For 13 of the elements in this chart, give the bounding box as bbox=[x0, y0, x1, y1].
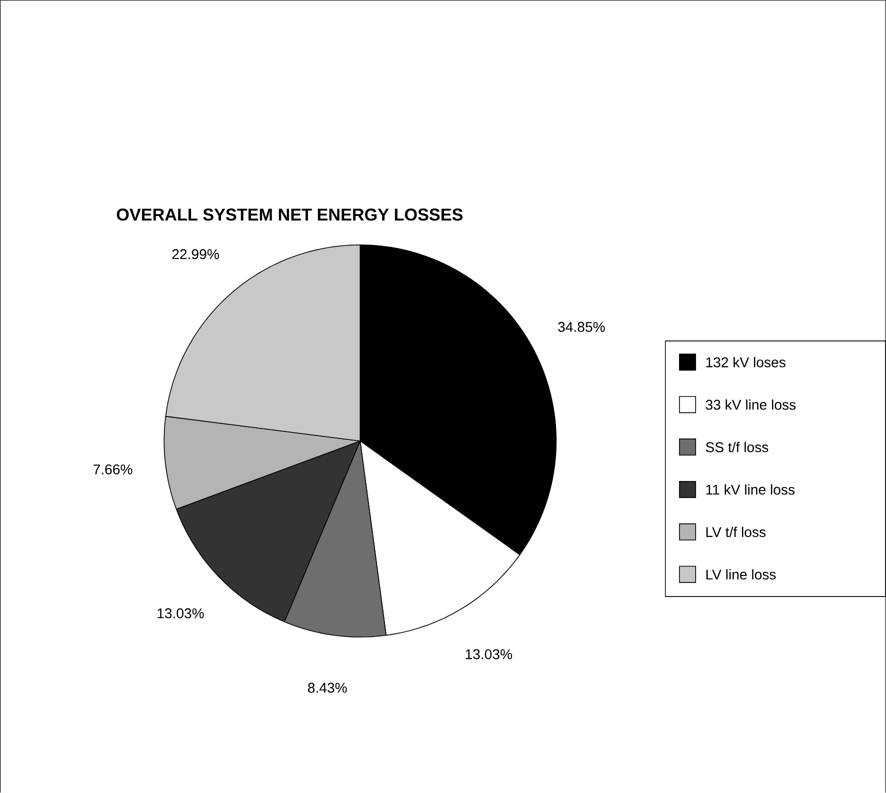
legend-label: 11 kV line loss bbox=[706, 484, 795, 495]
data-label: 13.03% bbox=[158, 608, 204, 618]
data-label: 34.85% bbox=[558, 322, 605, 332]
legend-label: SS t/f loss bbox=[706, 442, 768, 452]
legend-label: LV t/f loss bbox=[706, 526, 766, 538]
data-label: 7.66% bbox=[94, 464, 132, 474]
legend-label: 132 kV loses bbox=[706, 356, 786, 368]
legend-label: 33 kV line loss bbox=[706, 399, 796, 410]
data-label: 22.99% bbox=[172, 249, 219, 260]
legend-label: LV line loss bbox=[706, 569, 776, 580]
chart-title: OVERALL SYSTEM NET ENERGY LOSSES bbox=[116, 208, 463, 221]
data-label: 8.43% bbox=[308, 682, 347, 693]
data-label: 13.03% bbox=[466, 649, 512, 660]
